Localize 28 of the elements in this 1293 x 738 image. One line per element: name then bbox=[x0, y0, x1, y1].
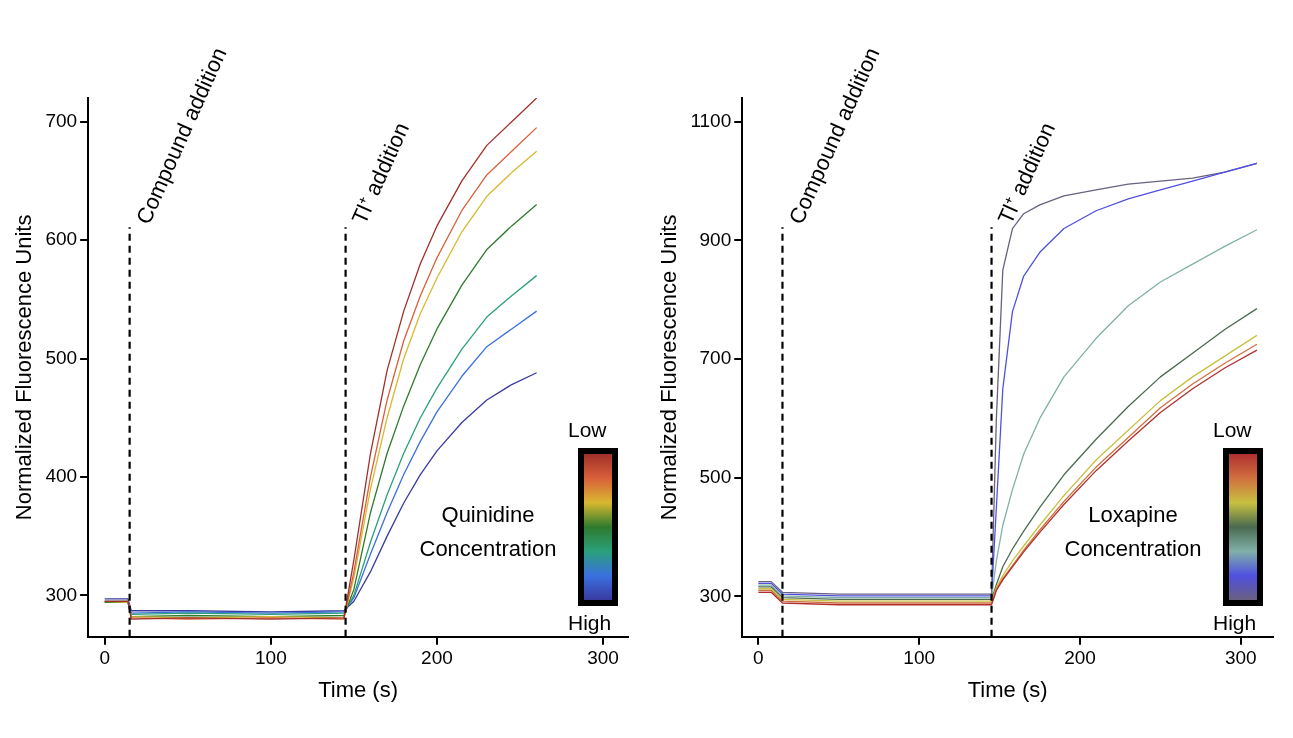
y-tick-label: 500 bbox=[45, 346, 78, 368]
y-tick-label: 400 bbox=[45, 465, 78, 487]
x-tick-label: 200 bbox=[421, 647, 453, 669]
annotation: Low bbox=[1213, 418, 1252, 442]
x-tick-label: 100 bbox=[254, 647, 287, 669]
y-tick-label: 300 bbox=[45, 583, 78, 605]
color-bar-title: Quinidine Concentration bbox=[418, 501, 558, 563]
x-axis-title: Time (s) bbox=[318, 676, 398, 702]
annotation: High bbox=[1213, 611, 1257, 635]
annotation: High bbox=[568, 611, 612, 635]
y-axis-title: Normalized Fluorescence Units bbox=[11, 214, 37, 521]
y-tick-label: 500 bbox=[699, 466, 732, 488]
color-bar-title: Loxapine Concentration bbox=[1063, 501, 1203, 563]
y-tick-label: 700 bbox=[45, 109, 78, 131]
x-tick-label: 300 bbox=[587, 647, 619, 669]
x-tick-label: 300 bbox=[1224, 647, 1257, 669]
y-axis-title: Normalized Fluorescence Units bbox=[656, 214, 682, 521]
x-tick-label: 0 bbox=[99, 647, 110, 669]
x-axis-title: Time (s) bbox=[967, 676, 1048, 702]
y-tick-label: 700 bbox=[699, 347, 732, 369]
y-tick-label: 1100 bbox=[690, 109, 732, 131]
y-tick-label: 300 bbox=[699, 584, 732, 606]
y-tick-label: 900 bbox=[699, 228, 732, 250]
x-tick-label: 200 bbox=[1064, 647, 1096, 669]
x-tick-label: 100 bbox=[903, 647, 936, 669]
x-tick-label: 0 bbox=[753, 647, 764, 669]
annotation: Low bbox=[568, 418, 607, 442]
y-tick-label: 600 bbox=[45, 228, 78, 250]
